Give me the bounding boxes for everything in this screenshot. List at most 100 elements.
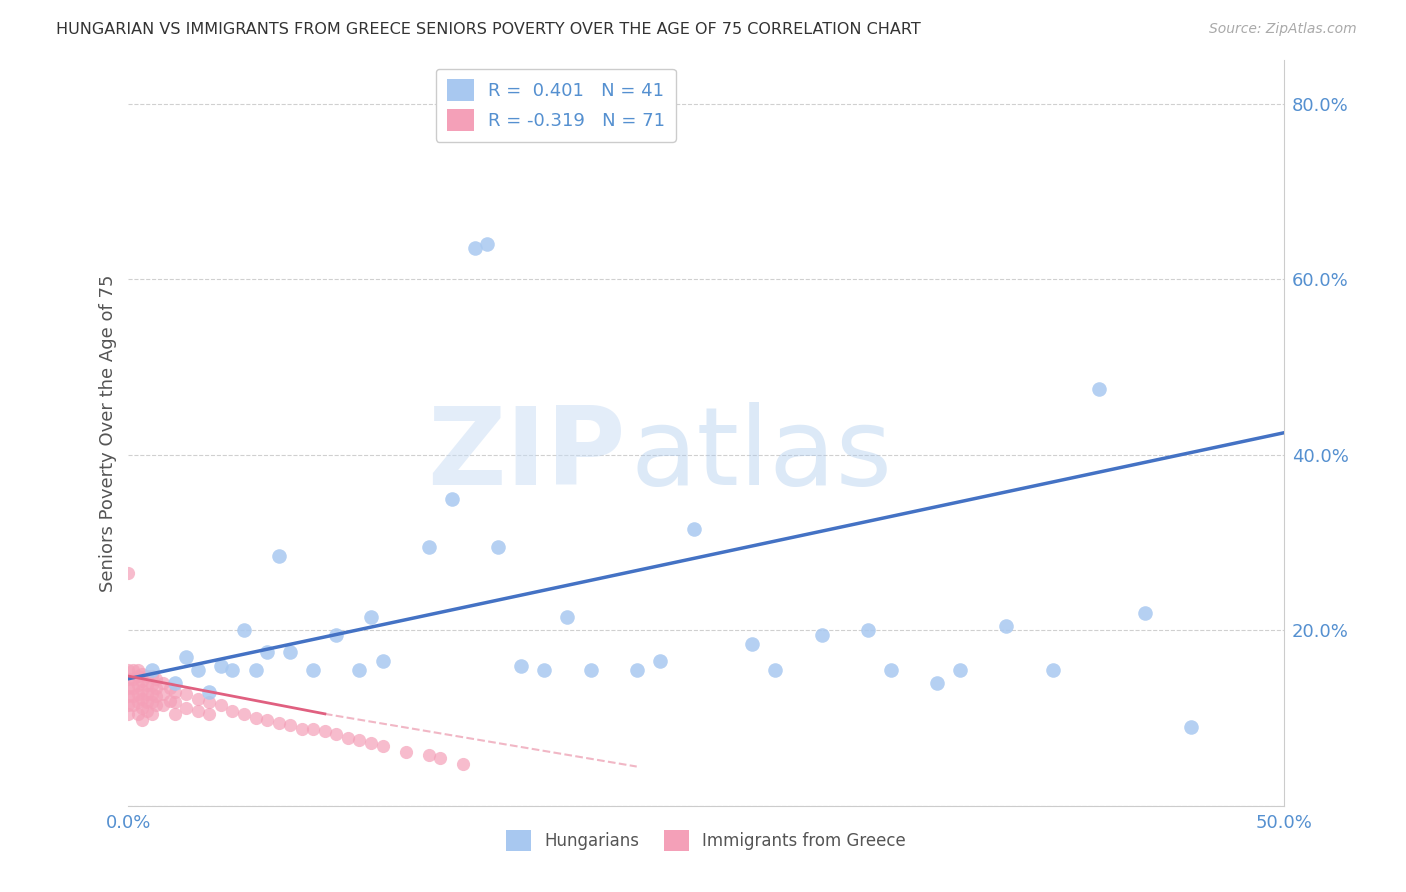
Point <box>127 687 149 701</box>
Point <box>145 672 167 686</box>
Point <box>626 663 648 677</box>
Point <box>141 706 163 721</box>
Point <box>360 736 382 750</box>
Point <box>949 663 972 677</box>
Point <box>174 700 197 714</box>
Point <box>1180 720 1202 734</box>
Point <box>1088 382 1111 396</box>
Point <box>127 695 149 709</box>
Point <box>141 695 163 709</box>
Point <box>131 667 153 681</box>
Point <box>122 690 145 704</box>
Point <box>136 695 159 709</box>
Point <box>256 645 278 659</box>
Point <box>314 724 336 739</box>
Point <box>683 523 706 537</box>
Point <box>136 678 159 692</box>
Point <box>302 722 325 736</box>
Point <box>267 715 290 730</box>
Point <box>579 663 602 677</box>
Point <box>127 669 149 683</box>
Point <box>117 698 139 712</box>
Point <box>131 713 153 727</box>
Point <box>127 706 149 721</box>
Point <box>163 695 186 709</box>
Point <box>557 610 579 624</box>
Text: HUNGARIAN VS IMMIGRANTS FROM GREECE SENIORS POVERTY OVER THE AGE OF 75 CORRELATI: HUNGARIAN VS IMMIGRANTS FROM GREECE SENI… <box>56 22 921 37</box>
Point <box>429 751 451 765</box>
Point <box>174 687 197 701</box>
Point <box>856 624 879 638</box>
Point <box>141 678 163 692</box>
Point <box>360 610 382 624</box>
Point <box>1042 663 1064 677</box>
Point <box>131 683 153 698</box>
Point <box>648 654 671 668</box>
Point <box>145 690 167 704</box>
Point <box>136 704 159 718</box>
Point <box>371 654 394 668</box>
Point <box>221 704 243 718</box>
Point <box>349 663 371 677</box>
Text: atlas: atlas <box>631 402 893 508</box>
Point <box>325 628 347 642</box>
Point <box>763 663 786 677</box>
Text: ZIP: ZIP <box>426 402 626 508</box>
Point <box>486 540 509 554</box>
Point <box>198 706 221 721</box>
Point <box>145 698 167 712</box>
Point <box>418 748 440 763</box>
Point <box>325 727 347 741</box>
Point <box>163 676 186 690</box>
Point <box>117 706 139 721</box>
Point <box>136 669 159 683</box>
Point <box>925 676 948 690</box>
Point <box>209 698 232 712</box>
Text: Source: ZipAtlas.com: Source: ZipAtlas.com <box>1209 22 1357 37</box>
Y-axis label: Seniors Poverty Over the Age of 75: Seniors Poverty Over the Age of 75 <box>100 274 117 591</box>
Point <box>141 687 163 701</box>
Point <box>453 756 475 771</box>
Point <box>187 704 209 718</box>
Point <box>117 663 139 677</box>
Point <box>440 491 463 506</box>
Point <box>152 687 174 701</box>
Point <box>267 549 290 563</box>
Point <box>418 540 440 554</box>
Point <box>475 237 498 252</box>
Point <box>174 649 197 664</box>
Point <box>159 681 181 695</box>
Point <box>278 645 301 659</box>
Point <box>291 722 314 736</box>
Point <box>159 694 181 708</box>
Point <box>395 745 418 759</box>
Point <box>198 695 221 709</box>
Point <box>741 637 763 651</box>
Point <box>245 663 267 677</box>
Point <box>187 692 209 706</box>
Point <box>152 676 174 690</box>
Legend: R =  0.401   N = 41, R = -0.319   N = 71: R = 0.401 N = 41, R = -0.319 N = 71 <box>436 69 676 142</box>
Point <box>131 700 153 714</box>
Point <box>371 739 394 754</box>
Point <box>122 698 145 712</box>
Point <box>141 669 163 683</box>
Point <box>221 663 243 677</box>
Point <box>117 566 139 581</box>
Point <box>122 663 145 677</box>
Point <box>995 619 1018 633</box>
Point <box>256 713 278 727</box>
Point <box>349 733 371 747</box>
Point <box>122 681 145 695</box>
Point <box>131 674 153 689</box>
Point <box>163 685 186 699</box>
Point <box>141 663 163 677</box>
Point <box>209 658 232 673</box>
Point <box>122 672 145 686</box>
Point <box>810 628 832 642</box>
Point <box>233 624 256 638</box>
Point <box>198 685 221 699</box>
Point <box>152 698 174 712</box>
Point <box>163 706 186 721</box>
Point <box>245 711 267 725</box>
